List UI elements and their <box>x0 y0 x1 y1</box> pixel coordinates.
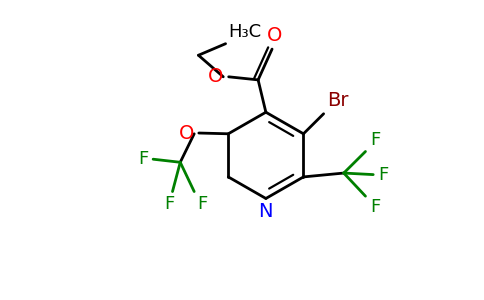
Text: F: F <box>370 199 380 217</box>
Text: O: O <box>208 67 223 86</box>
Text: O: O <box>179 124 194 142</box>
Text: N: N <box>258 202 273 220</box>
Text: F: F <box>164 195 175 213</box>
Text: F: F <box>370 131 380 149</box>
Text: F: F <box>138 150 149 168</box>
Text: Br: Br <box>328 91 349 110</box>
Text: F: F <box>197 195 208 213</box>
Text: H₃C: H₃C <box>228 23 262 41</box>
Text: F: F <box>378 166 388 184</box>
Text: O: O <box>267 26 282 45</box>
